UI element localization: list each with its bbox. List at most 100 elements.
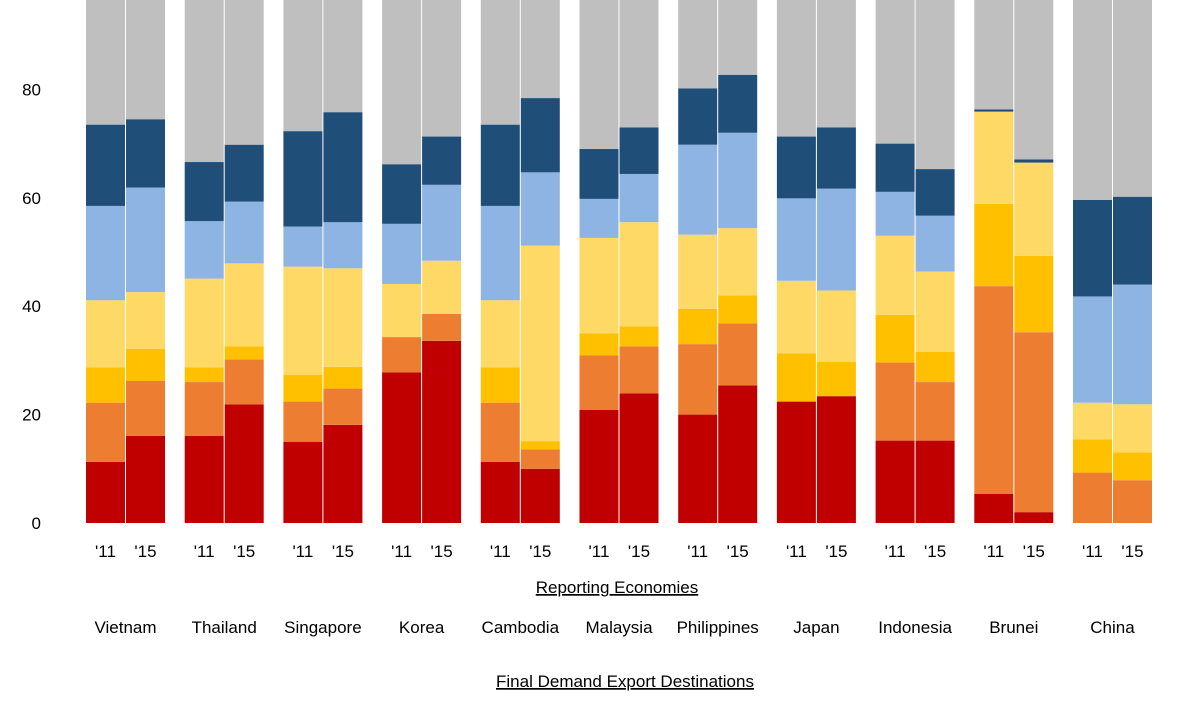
bar-segment-6-malaysia-2015 [619,127,659,174]
bar-segment-3-vietnam-2011 [86,367,125,403]
bar-segment-4-vietnam-2011 [86,300,125,368]
bar-segment-7-singapore-2011 [283,0,323,132]
x-tick-label: '15 [628,542,650,561]
bar-segment-6-korea-2015 [422,136,462,185]
bar-segment-6-cambodia-2015 [520,98,560,173]
economy-label-korea: Korea [399,618,445,637]
bar-segment-1-thailand-2011 [184,435,224,523]
bar-segment-6-philippines-2015 [718,74,758,133]
bar-segment-3-thailand-2011 [184,367,224,383]
bar-segment-5-japan-2015 [816,188,856,291]
bar-segment-2-vietnam-2015 [126,380,165,436]
bar-segment-6-china-2011 [1073,199,1112,297]
bar-segment-7-philippines-2015 [718,0,758,75]
x-tick-label: '15 [529,542,551,561]
bar-segment-1-malaysia-2011 [579,409,619,523]
bar-segment-2-cambodia-2015 [520,449,560,469]
x-tick-label: '11 [391,542,412,561]
bar-segment-3-china-2011 [1073,439,1112,473]
x-tick-label: '11 [687,542,708,561]
bar-segment-2-thailand-2011 [184,382,224,436]
bar-segment-3-cambodia-2011 [480,367,520,403]
economy-labels: Vietnam Thailand Singapore Korea Cambodia Mal… [94,618,1135,637]
bar-segment-3-japan-2015 [816,362,856,397]
bar-segment-2-malaysia-2015 [619,346,659,394]
bar-segment-5-indonesia-2011 [875,191,915,236]
bar-segment-5-cambodia-2015 [520,172,560,246]
bar-segment-4-malaysia-2011 [579,237,619,334]
bar-segment-3-brunei-2015 [1014,255,1054,333]
y-tick-label: 80 [22,80,41,99]
bar-segment-2-indonesia-2015 [915,382,955,441]
bar-segment-6-brunei-2015 [1014,159,1054,163]
x-tick-label: '15 [431,542,453,561]
bar-segment-4-thailand-2015 [224,263,264,347]
bar-segment-2-malaysia-2011 [579,355,619,410]
y-tick-label: 0 [32,514,41,533]
bar-segment-3-singapore-2015 [323,366,363,389]
bar-segment-5-korea-2011 [382,223,422,284]
bar-segment-7-vietnam-2011 [86,0,125,125]
bar-segment-2-vietnam-2011 [86,402,125,462]
bar-segment-6-singapore-2011 [283,131,323,227]
bar-segment-2-china-2011 [1073,472,1112,523]
bar-segment-2-thailand-2015 [224,359,264,405]
x-tick-label: '15 [924,542,946,561]
economy-label-thailand: Thailand [192,618,257,637]
economy-label-cambodia: Cambodia [482,618,560,637]
bar-segment-4-japan-2011 [776,280,816,354]
x-tick-label: '11 [786,542,807,561]
bar-segment-7-brunei-2011 [974,0,1014,110]
economy-label-vietnam: Vietnam [94,618,156,637]
bar-segment-6-indonesia-2011 [875,143,915,192]
x-tick-label: '15 [332,542,354,561]
bar-segment-5-korea-2015 [422,184,462,261]
bar-segment-4-philippines-2015 [718,228,758,296]
bar-segment-6-brunei-2011 [974,109,1014,112]
x-tick-label: '11 [885,542,906,561]
bar-segment-4-malaysia-2015 [619,222,659,327]
bar-segment-5-china-2011 [1073,296,1112,403]
bars-layer [86,0,1152,523]
economy-label-indonesia: Indonesia [878,618,952,637]
y-tick-label: 40 [22,297,41,316]
bar-segment-6-vietnam-2011 [86,124,125,206]
economy-label-singapore: Singapore [284,618,362,637]
x-axis-ticks: '11 '15 '11 '15 '11 '15 '11 '15 '11 '15 '11 '15 '11 '… [95,542,1144,561]
bar-segment-3-singapore-2011 [283,375,323,402]
bar-segment-1-indonesia-2015 [915,440,955,523]
y-axis-ticks: 0 20 40 60 80 [22,80,41,533]
bar-segment-5-singapore-2015 [323,222,363,269]
x-tick-label: '11 [490,542,511,561]
x-axis-title: Reporting Economies [536,578,699,597]
bar-segment-3-brunei-2011 [974,203,1014,287]
bar-segment-1-korea-2011 [382,372,422,523]
bar-segment-7-china-2011 [1073,0,1112,200]
bar-segment-4-brunei-2011 [974,111,1014,204]
y-tick-label: 20 [22,406,41,425]
bar-segment-7-philippines-2011 [678,0,718,89]
bar-segment-1-indonesia-2011 [875,440,915,523]
x-tick-label: '15 [825,542,847,561]
x-tick-label: '15 [1023,542,1045,561]
bar-segment-7-korea-2011 [382,0,422,165]
bar-segment-2-brunei-2015 [1014,332,1054,513]
bar-segment-3-china-2015 [1113,452,1152,481]
bar-segment-7-malaysia-2011 [579,0,619,150]
bar-segment-5-philippines-2011 [678,144,718,235]
bar-segment-1-vietnam-2011 [86,461,125,523]
bar-segment-5-vietnam-2015 [126,187,165,293]
bar-segment-5-malaysia-2015 [619,173,659,223]
bar-segment-7-thailand-2015 [224,0,264,145]
bar-segment-5-china-2015 [1113,284,1152,405]
bar-segment-6-vietnam-2015 [126,119,165,188]
bar-segment-6-philippines-2011 [678,88,718,145]
bar-segment-2-korea-2011 [382,337,422,373]
bar-segment-2-indonesia-2011 [875,362,915,441]
bar-segment-1-cambodia-2011 [480,461,520,523]
bar-segment-4-korea-2015 [422,260,462,314]
x-tick-label: '11 [194,542,215,561]
x-tick-label: '15 [134,542,156,561]
bar-segment-7-cambodia-2015 [520,0,560,99]
bar-segment-7-indonesia-2011 [875,0,915,144]
